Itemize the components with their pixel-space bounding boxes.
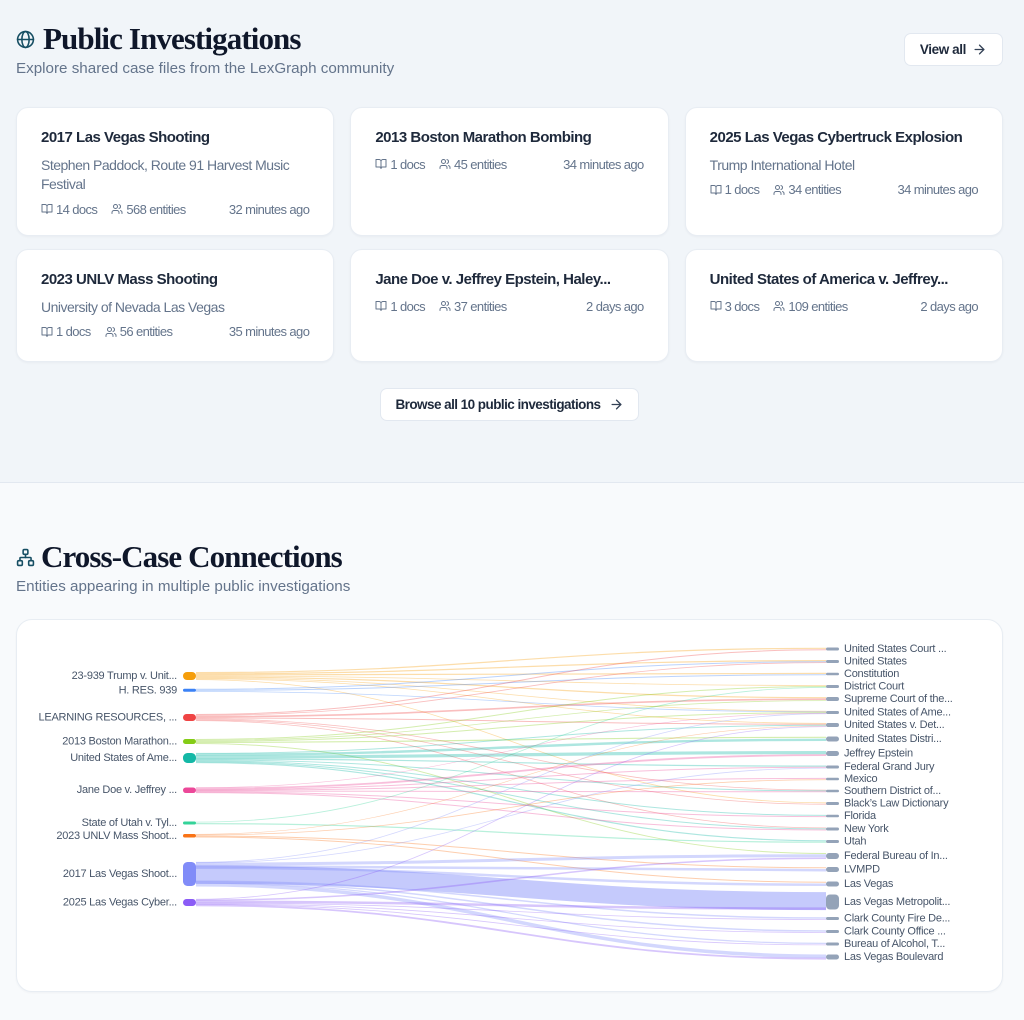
svg-text:Federal Bureau of In...: Federal Bureau of In...: [844, 850, 948, 862]
svg-text:United States Court ...: United States Court ...: [844, 643, 947, 655]
svg-text:United States of Ame...: United States of Ame...: [844, 707, 951, 719]
svg-text:United States of Ame...: United States of Ame...: [70, 752, 177, 764]
svg-text:Las Vegas: Las Vegas: [844, 878, 894, 890]
svg-text:Las Vegas Boulevard: Las Vegas Boulevard: [844, 951, 943, 963]
svg-text:2013 Boston Marathon...: 2013 Boston Marathon...: [62, 736, 177, 748]
svg-text:LEARNING RESOURCES, ...: LEARNING RESOURCES, ...: [38, 712, 177, 724]
svg-text:District Court: District Court: [844, 681, 904, 693]
svg-text:Jeffrey Epstein: Jeffrey Epstein: [844, 748, 913, 760]
svg-text:United States: United States: [844, 656, 908, 668]
svg-text:Southern District of...: Southern District of...: [844, 785, 941, 797]
svg-text:23-939 Trump v. Unit...: 23-939 Trump v. Unit...: [72, 670, 178, 682]
svg-text:Utah: Utah: [844, 836, 866, 848]
svg-text:United States Distri...: United States Distri...: [844, 733, 942, 745]
svg-text:Federal Grand Jury: Federal Grand Jury: [844, 761, 935, 773]
svg-text:H. RES. 939: H. RES. 939: [119, 684, 178, 696]
svg-text:Las Vegas Metropolit...: Las Vegas Metropolit...: [844, 896, 950, 908]
svg-text:Supreme Court of the...: Supreme Court of the...: [844, 693, 953, 705]
svg-text:Mexico: Mexico: [844, 773, 877, 785]
svg-text:New York: New York: [844, 823, 889, 835]
svg-text:Bureau of Alcohol, T...: Bureau of Alcohol, T...: [844, 938, 945, 950]
svg-text:Constitution: Constitution: [844, 668, 899, 680]
svg-text:State of Utah v. Tyl...: State of Utah v. Tyl...: [82, 817, 178, 829]
svg-text:United States v. Det...: United States v. Det...: [844, 719, 945, 731]
svg-text:Clark County Office ...: Clark County Office ...: [844, 926, 946, 938]
svg-text:Clark County Fire De...: Clark County Fire De...: [844, 913, 950, 925]
svg-text:Florida: Florida: [844, 810, 877, 822]
svg-text:Black’s Law Dictionary: Black’s Law Dictionary: [844, 798, 949, 810]
svg-text:2025 Las Vegas Cyber...: 2025 Las Vegas Cyber...: [63, 897, 177, 909]
svg-text:LVMPD: LVMPD: [844, 864, 880, 876]
svg-text:2023 UNLV Mass Shoot...: 2023 UNLV Mass Shoot...: [56, 830, 177, 842]
svg-text:2017 Las Vegas Shoot...: 2017 Las Vegas Shoot...: [63, 868, 177, 880]
svg-text:Jane Doe v. Jeffrey ...: Jane Doe v. Jeffrey ...: [77, 784, 177, 796]
